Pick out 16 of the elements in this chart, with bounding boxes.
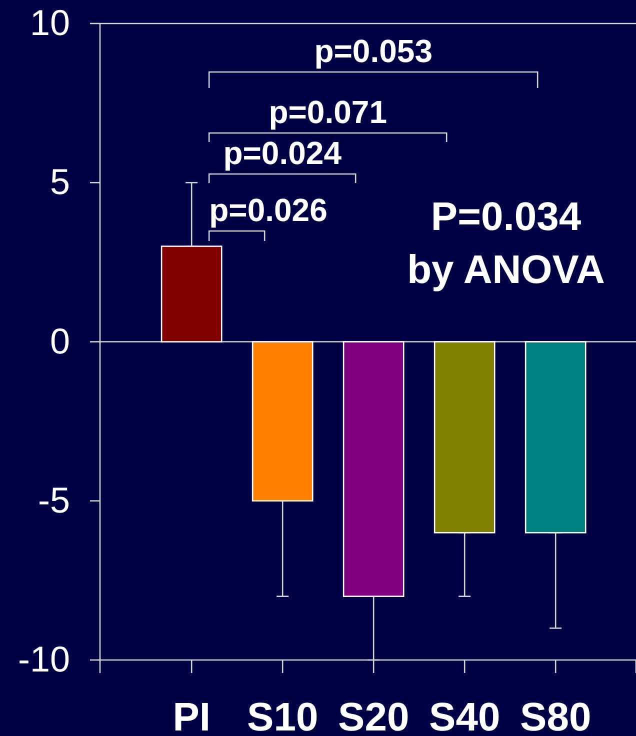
annotation: by ANOVA <box>407 248 605 292</box>
x-tick-label: S40 <box>429 695 500 736</box>
y-tick-label: -5 <box>38 479 70 520</box>
x-tick-label: S80 <box>520 695 592 736</box>
x-tick-label: PI <box>172 695 210 736</box>
y-tick-label: 5 <box>50 161 70 202</box>
annotation: p=0.071 <box>268 94 387 130</box>
annotation: P=0.034 <box>430 195 582 239</box>
y-tick-label: 0 <box>50 320 70 362</box>
y-tick-label: 10 <box>30 2 70 44</box>
x-tick-label: S20 <box>338 695 410 736</box>
x-tick-label: S10 <box>247 695 318 736</box>
annotation: p=0.053 <box>314 33 433 69</box>
annotation: p=0.026 <box>209 192 328 228</box>
annotation: p=0.024 <box>223 135 342 171</box>
y-tick-label: -10 <box>18 638 70 680</box>
